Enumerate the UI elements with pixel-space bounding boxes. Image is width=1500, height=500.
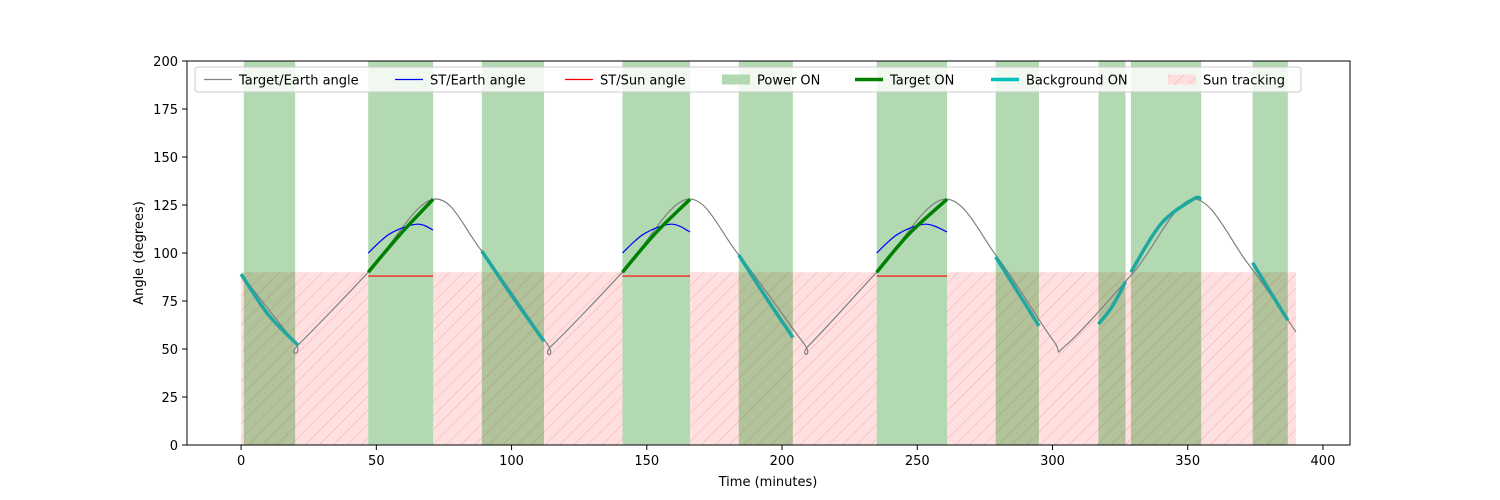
power-on-band-0	[243, 61, 296, 445]
background-on-segment-6	[1251, 261, 1290, 322]
x-axis: 0 50 100 150 200 250 300 350 400	[237, 445, 1335, 469]
target-on-segment-1	[621, 197, 692, 274]
legend: Target/Earth angle ST/Earth angle ST/Sun a…	[194, 66, 1302, 93]
y-tick-label: 125	[153, 199, 178, 214]
x-tick-label: 250	[905, 454, 930, 469]
power-on-band-3	[622, 61, 691, 445]
legend-label-target-earth-angle: Target/Earth angle	[238, 74, 359, 89]
power-on-band-2	[481, 61, 545, 445]
y-tick-label: 150	[153, 151, 178, 166]
legend-swatch-sun-tracking	[1168, 74, 1196, 85]
y-tick-label: 25	[161, 391, 178, 406]
st-earth-angle-segment-2	[876, 223, 948, 254]
background-on-segment-1	[480, 250, 546, 343]
x-tick-label: 0	[237, 454, 245, 469]
background-on-segment-3	[994, 255, 1041, 327]
legend-label-sun-tracking: Sun tracking	[1203, 74, 1285, 89]
x-tick-label: 50	[368, 454, 385, 469]
background-on-segment-2	[737, 253, 795, 339]
target-on-segment-0	[366, 198, 435, 274]
background-on-segment-0	[239, 273, 300, 347]
st-earth-angle-segment-1	[622, 223, 691, 254]
power-on-band-9	[1252, 61, 1288, 445]
sun-tracking-region-3	[947, 272, 1296, 445]
y-tick-label: 50	[161, 343, 178, 358]
legend-label-st-sun-angle: ST/Sun angle	[600, 74, 686, 89]
y-tick-label: 200	[153, 55, 178, 70]
x-tick-label: 150	[634, 454, 659, 469]
x-tick-label: 200	[770, 454, 795, 469]
power-on-band-7	[1098, 61, 1126, 445]
y-tick-label: 175	[153, 103, 178, 118]
target-on-segment-2	[875, 197, 949, 274]
legend-label-st-earth-angle: ST/Earth angle	[430, 74, 526, 89]
x-tick-label: 400	[1311, 454, 1336, 469]
y-axis-title: Angle (degrees)	[132, 201, 147, 305]
y-tick-label: 0	[170, 439, 178, 454]
target-earth-angle-line	[240, 198, 1297, 356]
legend-label-power-on: Power ON	[757, 74, 820, 89]
power-on-band-5	[876, 61, 948, 445]
background-on-segment-4	[1097, 280, 1128, 326]
sun-tracking-region-1	[433, 272, 623, 445]
power-on-band-4	[738, 61, 793, 445]
x-tick-label: 300	[1040, 454, 1065, 469]
x-tick-label: 100	[499, 454, 524, 469]
power-on-band-1	[368, 61, 434, 445]
sun-tracking-region-2	[690, 272, 877, 445]
x-axis-title: Time (minutes)	[718, 475, 818, 490]
st-earth-angle-segment-0	[367, 223, 434, 254]
plot-area	[239, 61, 1297, 445]
legend-label-background-on: Background ON	[1026, 74, 1128, 89]
y-tick-label: 100	[153, 247, 178, 262]
legend-swatch-power-on	[722, 74, 750, 85]
background-on-segment-5	[1129, 195, 1202, 274]
legend-label-target-on: Target ON	[889, 74, 954, 89]
y-axis: 0 25 50 75 100 125 150 175 200	[153, 55, 187, 454]
y-tick-label: 75	[161, 295, 178, 310]
x-tick-label: 350	[1175, 454, 1200, 469]
power-on-band-6	[995, 61, 1039, 445]
